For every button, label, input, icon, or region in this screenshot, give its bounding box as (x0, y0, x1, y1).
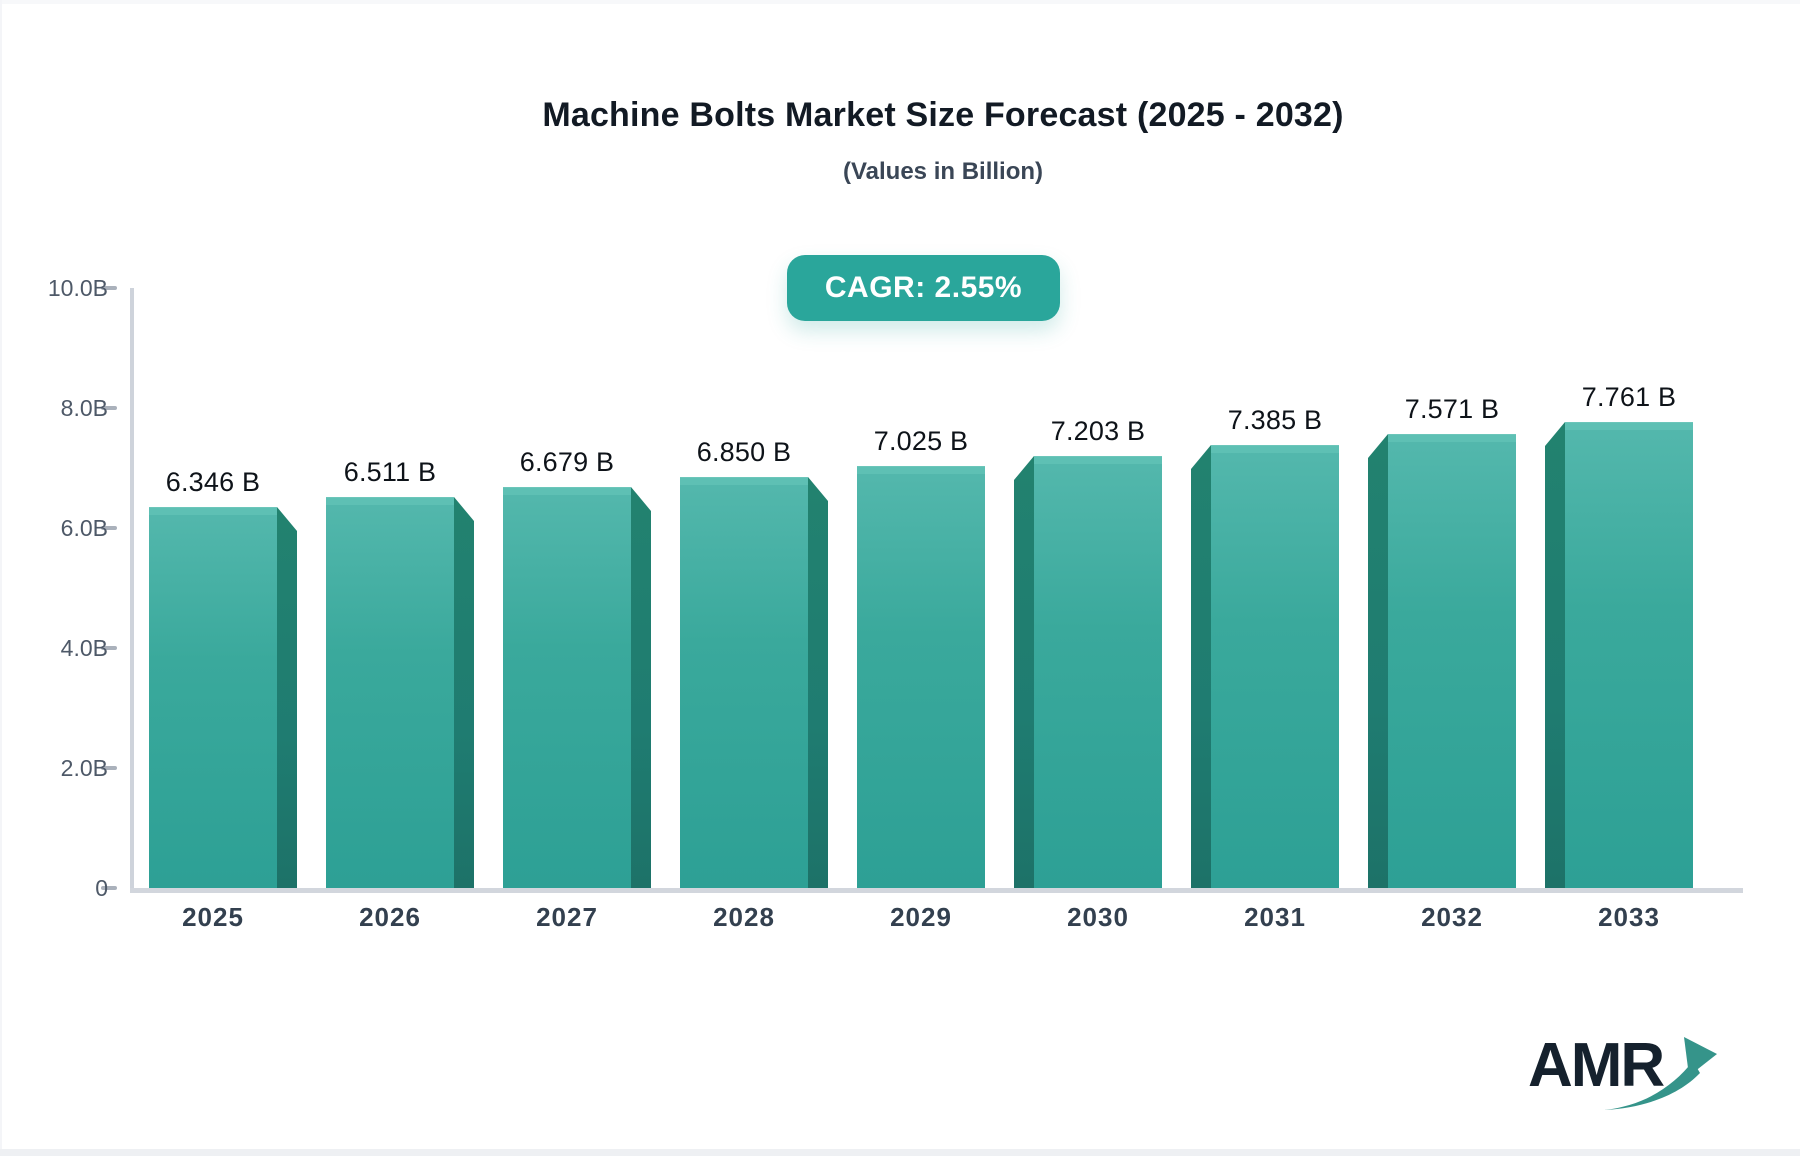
bar-2033 (1565, 422, 1693, 888)
y-axis-tick (101, 646, 117, 650)
y-axis-tick (101, 286, 117, 290)
bar-3d-side-face (1191, 445, 1211, 888)
y-axis-tick-label: 0 (95, 875, 108, 901)
bar-top-face (326, 497, 454, 505)
bar-value-label: 6.511 B (343, 457, 437, 487)
chart-subtitle: (Values in Billion) (842, 158, 1044, 185)
bar-value-label: 6.850 B (696, 437, 792, 467)
bar-2030 (1034, 456, 1162, 888)
bar-value-label: 7.203 B (1050, 416, 1146, 446)
bar-2028 (680, 477, 808, 888)
amr-logo: AMR (1522, 1028, 1732, 1120)
y-axis-tick (101, 406, 117, 410)
cagr-badge: CAGR: 2.55% (787, 255, 1060, 321)
x-axis-label-2027: 2027 (536, 902, 598, 932)
y-axis-tick (101, 526, 117, 530)
page-bottom-border (0, 1149, 1800, 1156)
x-axis-label-2026: 2026 (359, 902, 421, 932)
x-axis-label-2031: 2031 (1244, 902, 1306, 932)
x-axis-label-2030: 2030 (1067, 902, 1129, 932)
bar-3d-side-face (1545, 422, 1565, 888)
y-axis-tick-label: 10.0B (47, 275, 108, 301)
x-axis-label-2025: 2025 (182, 902, 244, 932)
bar-value-label: 6.346 B (165, 467, 261, 497)
bar-top-face (1211, 445, 1339, 453)
y-axis-tick-label: 2.0B (60, 755, 108, 781)
page-top-border (0, 0, 1800, 4)
y-axis-tick-label: 8.0B (60, 395, 108, 421)
bar-3d-side-face (631, 487, 651, 888)
bar-2025 (149, 507, 277, 888)
growth-arrow-icon (1604, 1037, 1717, 1110)
y-axis-tick (101, 766, 117, 770)
bar-top-face (680, 477, 808, 485)
chart-title: Machine Bolts Market Size Forecast (2025… (542, 96, 1344, 134)
bar-value-label: 7.385 B (1227, 405, 1323, 435)
bar-2029 (857, 466, 985, 888)
y-axis-tick (101, 886, 117, 890)
y-axis-line (130, 288, 134, 889)
y-axis-tick-label: 4.0B (60, 635, 108, 661)
bar-3d-side-face (808, 477, 828, 888)
bar-3d-side-face (1368, 434, 1388, 888)
bar-top-face (149, 507, 277, 515)
bar-3d-side-face (1014, 456, 1034, 888)
bar-value-label: 7.571 B (1404, 394, 1500, 424)
bar-top-face (1565, 422, 1693, 430)
bar-value-label: 6.679 B (519, 447, 615, 477)
page-left-border (0, 0, 2, 1156)
bar-value-label: 7.761 B (1581, 382, 1677, 412)
bar-3d-side-face (454, 497, 474, 888)
bar-top-face (857, 466, 985, 474)
bar-value-label: 7.025 B (873, 426, 969, 456)
amr-logo-text: AMR (1528, 1031, 1665, 1100)
bar-2032 (1388, 434, 1516, 888)
bar-2031 (1211, 445, 1339, 888)
x-axis-baseline (130, 888, 1743, 893)
bar-2026 (326, 497, 454, 888)
bar-3d-side-face (277, 507, 297, 888)
y-axis-tick-label: 6.0B (60, 515, 108, 541)
bar-top-face (1034, 456, 1162, 464)
bar-2027 (503, 487, 631, 888)
x-axis-label-2033: 2033 (1598, 902, 1660, 932)
bar-top-face (503, 487, 631, 495)
x-axis-label-2028: 2028 (713, 902, 775, 932)
x-axis-label-2032: 2032 (1421, 902, 1483, 932)
x-axis-label-2029: 2029 (890, 902, 952, 932)
bar-top-face (1388, 434, 1516, 442)
